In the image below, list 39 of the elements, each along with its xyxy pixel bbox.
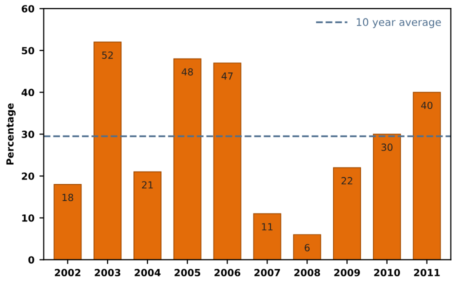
data-label: 6 xyxy=(304,244,310,252)
y-tick-label: 0 xyxy=(28,256,34,264)
data-label: 30 xyxy=(381,144,392,151)
bar xyxy=(173,58,202,260)
x-tick-label: 2006 xyxy=(214,268,240,276)
bar xyxy=(213,62,242,260)
data-label: 48 xyxy=(182,68,193,76)
legend-label: 10 year average xyxy=(356,18,441,28)
bar xyxy=(293,234,322,260)
x-tick-label: 2010 xyxy=(374,268,400,276)
y-tick-label: 20 xyxy=(22,172,34,180)
data-label: 21 xyxy=(142,181,153,188)
y-axis-title: Percentage xyxy=(6,103,16,165)
x-tick-label: 2004 xyxy=(134,268,161,276)
x-tick-label: 2007 xyxy=(254,268,280,276)
data-label: 22 xyxy=(342,177,352,184)
bar xyxy=(133,171,162,260)
bar xyxy=(372,134,401,260)
x-tick-label: 2002 xyxy=(54,268,80,276)
x-tick-label: 2009 xyxy=(334,268,360,276)
bar xyxy=(253,213,282,260)
bar xyxy=(412,92,441,260)
y-tick-label: 50 xyxy=(22,46,34,54)
data-label: 40 xyxy=(421,102,432,110)
bar xyxy=(333,167,362,260)
bar xyxy=(94,42,122,260)
y-tick-label: 60 xyxy=(22,5,34,12)
data-label: 52 xyxy=(102,51,113,59)
x-tick-label: 2003 xyxy=(94,268,120,276)
x-tick-label: 2011 xyxy=(414,268,440,276)
x-tick-label: 2008 xyxy=(294,268,320,276)
data-label: 18 xyxy=(62,194,74,202)
data-label: 47 xyxy=(222,72,233,80)
y-tick-label: 30 xyxy=(22,130,34,138)
y-tick-label: 40 xyxy=(22,88,34,96)
y-tick-label: 10 xyxy=(22,214,34,222)
x-tick-label: 2005 xyxy=(174,268,200,276)
bar xyxy=(54,184,82,260)
data-label: 11 xyxy=(262,223,272,230)
